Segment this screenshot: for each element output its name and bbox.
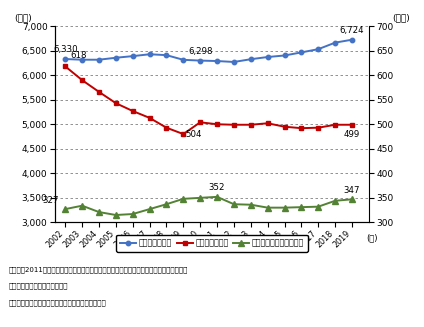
建設業（右軸） [198,120,203,124]
運輸業、郵便業（右軸） [316,205,321,209]
Text: 618: 618 [70,51,87,60]
Text: 6,298: 6,298 [188,47,212,56]
建設業（右軸） [181,132,186,136]
Line: 全産業（左軸）: 全産業（左軸） [63,38,354,64]
運輸業、郵便業（右軸） [349,197,354,201]
建設業（右軸） [316,126,321,129]
全産業（左軸） [181,58,186,62]
運輸業、郵便業（右軸） [63,207,68,211]
全産業（左軸） [96,58,101,62]
運輸業、郵便業（右軸） [299,205,304,209]
全産業（左軸） [232,60,237,64]
建設業（右軸） [332,123,338,127]
Text: 504: 504 [185,130,202,139]
運輸業、郵便業（右軸） [265,206,270,210]
建設業（右軸） [63,64,68,68]
Text: 352: 352 [209,183,225,192]
Text: 347: 347 [344,186,360,195]
全産業（左軸） [80,58,85,62]
運輸業、郵便業（右軸） [96,210,101,214]
建設業（右軸） [164,126,169,129]
Text: 6,330: 6,330 [53,45,78,54]
Text: (万人): (万人) [14,13,32,22]
Text: (万人): (万人) [392,13,410,22]
建設業（右軸） [282,125,287,129]
建設業（右軸） [232,123,237,127]
運輸業、郵便業（右軸） [282,206,287,210]
全産業（左軸） [299,50,304,54]
建設業（右軸） [349,123,354,127]
全産業（左軸） [63,57,68,61]
運輸業、郵便業（右軸） [130,212,135,216]
建設業（右軸） [113,101,118,105]
Text: 推計した値を用いている。: 推計した値を用いている。 [8,283,68,289]
運輸業、郵便業（右軸） [198,196,203,200]
Text: 資料）　总務省「労働力調査」より国土交通省作成: 資料） 总務省「労働力調査」より国土交通省作成 [8,299,106,306]
建設業（右軸） [130,109,135,113]
全産業（左軸） [349,38,354,42]
運輸業、郵便業（右軸） [232,202,237,206]
Line: 建設業（右軸）: 建設業（右軸） [63,64,354,136]
全産業（左軸） [215,59,220,63]
全産業（左軸） [198,59,203,62]
全産業（左軸） [113,56,118,60]
運輸業、郵便業（右軸） [215,195,220,199]
全産業（左軸） [248,57,254,61]
建設業（右軸） [96,90,101,94]
Text: 499: 499 [344,130,360,139]
建設業（右軸） [215,122,220,126]
運輸業、郵便業（右軸） [181,197,186,201]
全産業（左軸） [164,53,169,57]
Text: 6,724: 6,724 [340,26,364,36]
建設業（右軸） [265,121,270,125]
運輸業、郵便業（右軸） [248,203,254,207]
運輸業、郵便業（右軸） [147,207,152,211]
建設業（右軸） [80,78,85,82]
Line: 運輸業、郵便業（右軸）: 運輸業、郵便業（右軸） [63,194,354,218]
運輸業、郵便業（右軸） [332,199,338,203]
全産業（左軸） [265,55,270,59]
建設業（右軸） [248,123,254,127]
全産業（左軸） [282,54,287,58]
建設業（右軸） [299,126,304,130]
Text: 327: 327 [42,196,59,205]
建設業（右軸） [147,116,152,120]
全産業（左軸） [130,54,135,58]
全産業（左軸） [147,52,152,56]
Text: （注）　2011年は、東日本大震災の影響により全国集計結果が存在しないため、補完的に: （注） 2011年は、東日本大震災の影響により全国集計結果が存在しないため、補完… [8,267,188,273]
Text: (年): (年) [366,233,378,242]
全産業（左軸） [332,41,338,44]
運輸業、郵便業（右軸） [164,202,169,206]
運輸業、郵便業（右軸） [113,213,118,217]
Legend: 全産業（左軸）, 建設業（右軸）, 運輸業、郵便業（右軸）: 全産業（左軸）, 建設業（右軸）, 運輸業、郵便業（右軸） [116,234,308,251]
全産業（左軸） [316,47,321,51]
運輸業、郵便業（右軸） [80,204,85,208]
